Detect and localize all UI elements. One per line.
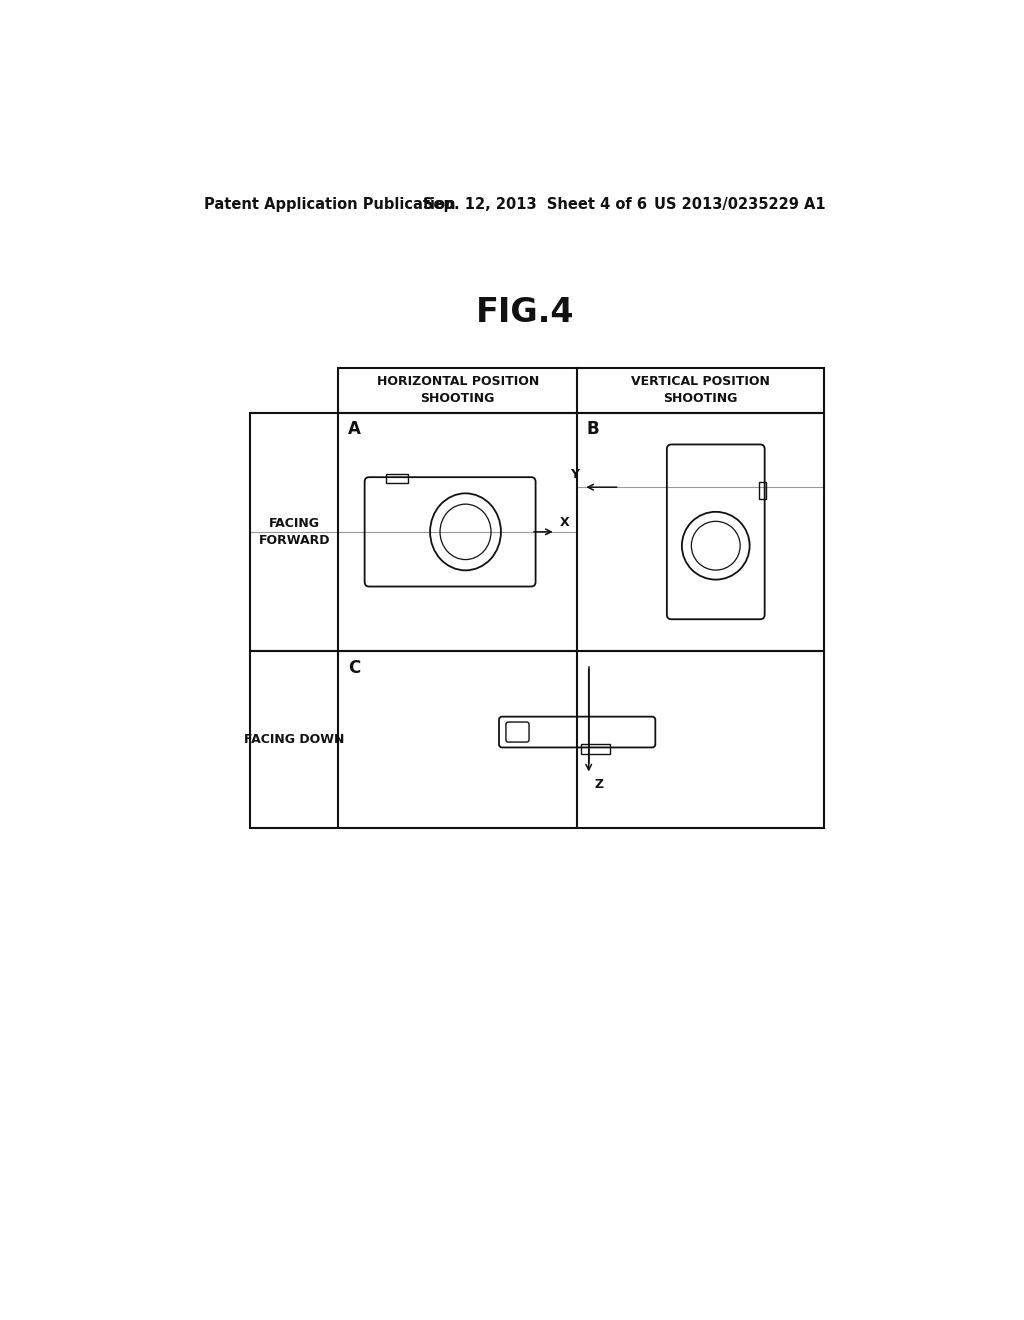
Text: Z: Z: [595, 779, 604, 791]
Bar: [339, 368, 823, 412]
Text: Y: Y: [570, 469, 580, 480]
Bar: [386, 474, 408, 483]
Bar: [250, 413, 823, 651]
Text: VERTICAL POSITION
SHOOTING: VERTICAL POSITION SHOOTING: [631, 375, 770, 405]
Text: X: X: [560, 516, 569, 529]
Bar: [250, 651, 823, 829]
Text: FIG.4: FIG.4: [475, 296, 574, 329]
Bar: [759, 482, 766, 499]
Text: HORIZONTAL POSITION
SHOOTING: HORIZONTAL POSITION SHOOTING: [377, 375, 539, 405]
Text: US 2013/0235229 A1: US 2013/0235229 A1: [654, 197, 825, 213]
Text: FACING DOWN: FACING DOWN: [244, 733, 344, 746]
Text: Patent Application Publication: Patent Application Publication: [204, 197, 456, 213]
Text: FACING
FORWARD: FACING FORWARD: [258, 517, 330, 546]
Bar: [581, 744, 610, 755]
Text: C: C: [348, 659, 360, 677]
Text: Sep. 12, 2013  Sheet 4 of 6: Sep. 12, 2013 Sheet 4 of 6: [423, 197, 647, 213]
Text: B: B: [587, 420, 599, 438]
Text: A: A: [348, 420, 360, 438]
